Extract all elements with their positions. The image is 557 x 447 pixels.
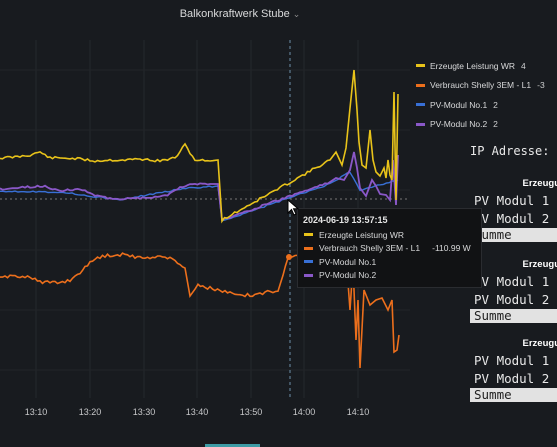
tooltip-swatch xyxy=(304,233,313,237)
pv-modul-2-label: PV Modul 2 xyxy=(474,292,550,307)
ip-address-label: IP Adresse: xyxy=(470,144,550,158)
series-line-pv2 xyxy=(0,151,399,221)
tooltip-row-consumption: Verbrauch Shelly 3EM - L1 -110.99 W xyxy=(298,242,481,256)
tooltip-label: Erzeugte Leistung WR xyxy=(319,229,405,240)
tooltip-label: PV-Modul No.2 xyxy=(319,270,377,281)
legend-swatch xyxy=(416,64,425,68)
legend-label: PV-Modul No.1 xyxy=(430,99,488,110)
bottom-scroll-indicator xyxy=(205,444,260,447)
sum-label: Summe xyxy=(470,309,557,323)
legend-swatch xyxy=(416,103,425,107)
tooltip-row-yield: Erzeugte Leistung WR xyxy=(298,228,481,242)
tooltip-label: PV-Modul No.1 xyxy=(319,256,377,267)
series-line-pv1 xyxy=(0,171,399,222)
legend-label: Erzeugte Leistung WR xyxy=(430,60,516,71)
panel-header: Erzeugu xyxy=(522,259,557,270)
tooltip-row-pv2: PV-Modul No.2 xyxy=(298,269,481,283)
legend-value: 2 xyxy=(493,119,498,130)
chart-tooltip: 2024-06-19 13:57:15 Erzeugte Leistung WR… xyxy=(297,208,482,288)
tooltip-row-pv1: PV-Modul No.1 xyxy=(298,255,481,269)
pv-modul-1-label: PV Modul 1 xyxy=(474,274,550,289)
hover-point xyxy=(286,254,292,260)
x-tick-label: 13:30 xyxy=(133,407,156,417)
chevron-down-icon: ⌄ xyxy=(292,9,301,19)
legend-item-consumption[interactable]: Verbrauch Shelly 3EM - L1 -3 xyxy=(416,76,545,96)
legend-value: 4 xyxy=(521,60,526,71)
x-tick-label: 14:10 xyxy=(347,407,370,417)
tooltip-swatch xyxy=(304,260,313,264)
yield-panel-1: Erzeugu PV Modul 1 PV Modul 2 Summe xyxy=(470,178,557,242)
x-tick-label: 13:40 xyxy=(186,407,209,417)
pv-modul-1-label: PV Modul 1 xyxy=(474,353,550,368)
mouse-pointer-icon xyxy=(287,199,300,216)
sum-label: Summe xyxy=(470,228,557,242)
legend-swatch xyxy=(416,122,425,126)
tooltip-label: Verbrauch Shelly 3EM - L1 xyxy=(319,243,421,254)
tooltip-value: -110.99 W xyxy=(432,243,471,254)
chart-legend: Erzeugte Leistung WR 4 Verbrauch Shelly 3… xyxy=(416,56,545,134)
panel-header: Erzeugu xyxy=(522,338,557,349)
tooltip-swatch xyxy=(304,273,313,277)
x-tick-label: 14:00 xyxy=(293,407,316,417)
pv-modul-2-label: PV Modul 2 xyxy=(474,371,550,386)
legend-value: -3 xyxy=(537,80,545,91)
yield-panel-3: Erzeugu PV Modul 1 PV Modul 2 Summe xyxy=(470,338,557,402)
tooltip-swatch xyxy=(304,246,313,250)
sum-label: Summe xyxy=(470,388,557,402)
legend-swatch xyxy=(416,83,425,87)
legend-item-yield[interactable]: Erzeugte Leistung WR 4 xyxy=(416,56,545,76)
legend-label: PV-Modul No.2 xyxy=(430,119,488,130)
x-tick-label: 13:50 xyxy=(240,407,263,417)
legend-item-pv1[interactable]: PV-Modul No.1 2 xyxy=(416,95,545,115)
dashboard-title-dropdown[interactable]: Balkonkraftwerk Stube ⌄ xyxy=(0,8,480,20)
yield-panel-2: Erzeugu PV Modul 1 PV Modul 2 Summe xyxy=(470,259,557,323)
pv-modul-2-label: PV Modul 2 xyxy=(474,211,550,226)
legend-value: 2 xyxy=(493,99,498,110)
panel-header: Erzeugu xyxy=(522,178,557,189)
series-line-yield xyxy=(0,69,399,224)
pv-modul-1-label: PV Modul 1 xyxy=(474,193,550,208)
dashboard-title: Balkonkraftwerk Stube xyxy=(179,8,290,20)
legend-label: Verbrauch Shelly 3EM - L1 xyxy=(430,80,532,91)
x-tick-label: 13:20 xyxy=(79,407,102,417)
x-tick-label: 13:10 xyxy=(25,407,48,417)
tooltip-time: 2024-06-19 13:57:15 xyxy=(303,215,388,225)
legend-item-pv2[interactable]: PV-Modul No.2 2 xyxy=(416,115,545,135)
